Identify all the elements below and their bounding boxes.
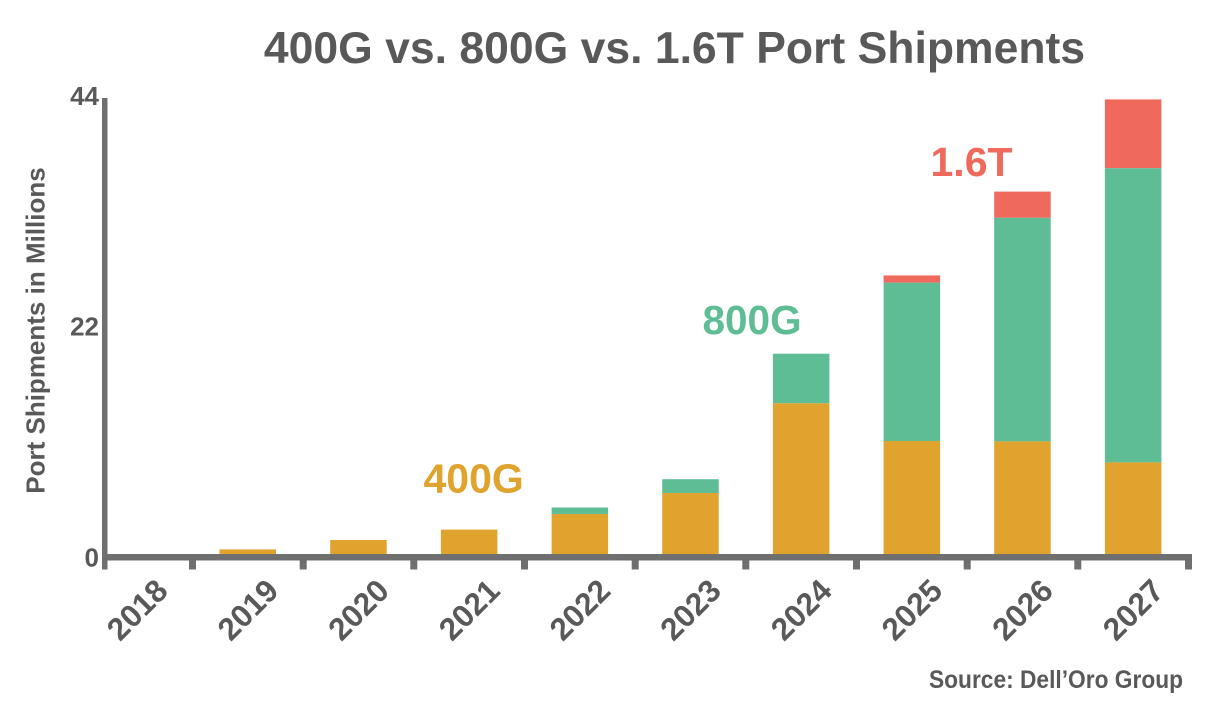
svg-text:1.6T: 1.6T [931,139,1013,185]
svg-text:22: 22 [70,312,99,342]
svg-text:800G: 800G [703,297,802,343]
svg-text:0: 0 [85,543,99,573]
svg-text:400G: 400G [424,456,524,502]
svg-text:Port Shipments in Millions: Port Shipments in Millions [21,167,51,493]
svg-text:400G vs. 800G vs. 1.6T Port Sh: 400G vs. 800G vs. 1.6T Port Shipments [264,24,1085,73]
svg-text:Source: Dell’Oro Group: Source: Dell’Oro Group [929,666,1183,694]
svg-text:44: 44 [70,81,99,111]
